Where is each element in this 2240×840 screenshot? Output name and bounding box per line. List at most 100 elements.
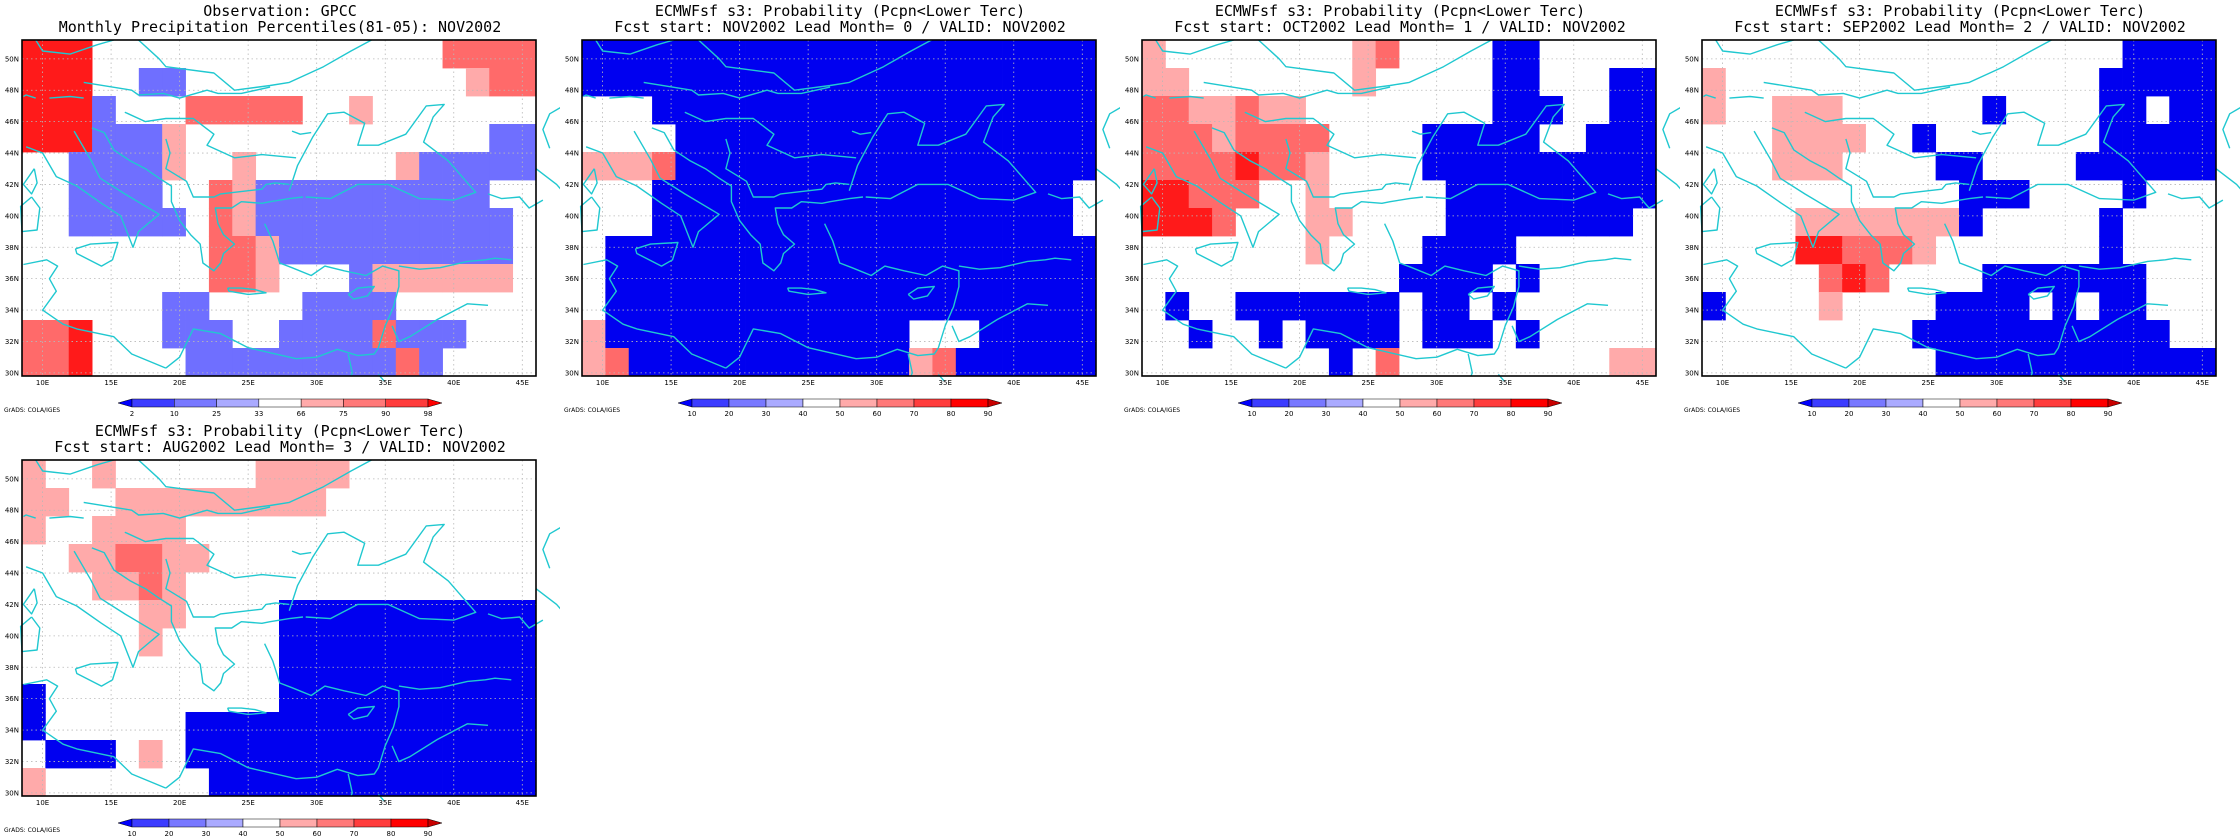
grid-cell (489, 264, 514, 293)
map-frame (1141, 39, 1657, 377)
grid-cell (1305, 236, 1330, 265)
grid-cell (1375, 320, 1400, 349)
grid-cell (885, 96, 910, 125)
lat-tick-label: 40N (565, 212, 579, 220)
grid-cell (2192, 40, 2217, 69)
grid-cell (2169, 96, 2194, 125)
colorbar-label: 10 (1248, 410, 1257, 418)
coastline (288, 103, 477, 201)
grid-cell (979, 180, 1003, 209)
grid-cell (1282, 292, 1306, 321)
grid-cell (1772, 96, 1796, 125)
coastline (848, 103, 1037, 201)
coastline (226, 287, 267, 296)
grid-cell (675, 68, 700, 97)
grid-cell (2099, 208, 2123, 237)
grid-cell (232, 180, 257, 209)
grid-cell (932, 348, 957, 377)
grid-cell (815, 292, 840, 321)
grid-cell (349, 740, 373, 769)
colorbar-label: 90 (2104, 410, 2113, 418)
colorbar-swatch (168, 818, 207, 828)
grid-cell (1632, 348, 1657, 377)
grid-cell (722, 40, 746, 69)
coastline (2027, 285, 2055, 300)
grid-cell (955, 264, 980, 293)
grid-cell (45, 68, 70, 97)
colorbar-swatch (876, 398, 915, 408)
grid-cell (932, 236, 957, 265)
coastline (1729, 95, 1764, 99)
grid-cell (745, 320, 770, 349)
coastlines (1139, 39, 1680, 382)
grid-cell (1072, 96, 1097, 125)
grid-cell (909, 180, 933, 209)
coastline (347, 773, 353, 797)
grid-cell (1002, 152, 1027, 181)
lat-tick-label: 50N (5, 475, 19, 483)
grid-cell (1865, 236, 1890, 265)
grid-cell (1609, 180, 1634, 209)
colorbar-label: 30 (1882, 410, 1891, 418)
grid-cell (419, 740, 443, 769)
coastline (1194, 241, 1239, 267)
grid-cell (2052, 320, 2077, 349)
coastline (535, 588, 560, 610)
grid-cell (325, 768, 350, 797)
colorbar-swatch (802, 398, 841, 408)
grid-cell (979, 68, 1003, 97)
grid-cell (955, 152, 980, 181)
grid-cell (1188, 320, 1213, 349)
grid-cell (512, 40, 537, 69)
lat-tick-label: 40N (5, 212, 19, 220)
grid-cell (839, 152, 863, 181)
grid-cell (325, 292, 350, 321)
grid-cell (115, 180, 140, 209)
grid-cell (68, 96, 93, 125)
grid-cell (1188, 152, 1213, 181)
grid-cell (955, 292, 980, 321)
coastline (1511, 303, 1609, 343)
grid-cell (675, 124, 700, 153)
lon-tick-label: 10E (1716, 379, 1729, 387)
lon-tick-label: 40E (447, 379, 460, 387)
lat-tick-label: 32N (5, 758, 19, 766)
grid-cell (1818, 152, 1843, 181)
grid-cell (185, 348, 210, 377)
grid-cell (419, 180, 443, 209)
coastline (583, 94, 596, 99)
coastline (1699, 196, 1721, 233)
grid-cell (722, 264, 746, 293)
grid-cell (605, 320, 630, 349)
lat-tick-label: 32N (565, 338, 579, 346)
grid-cell (1959, 180, 1983, 209)
grid-cell (442, 180, 467, 209)
grid-cell (232, 236, 257, 265)
grid-cell (419, 348, 443, 377)
grid-cell (1539, 152, 1563, 181)
grid-cell (302, 600, 327, 629)
grid-cell (745, 124, 770, 153)
grid-cell (932, 152, 957, 181)
grid-cell (979, 236, 1003, 265)
coastline (138, 39, 372, 91)
grid-cell (489, 684, 514, 713)
grads-credit: GrADS: COLA/IGES (1684, 407, 1740, 414)
grid-cell (2145, 68, 2170, 97)
grid-cell (839, 180, 863, 209)
grid-cell (465, 40, 490, 69)
coastline (1285, 138, 1410, 198)
grid-cell (1539, 180, 1563, 209)
grid-cell (932, 96, 957, 125)
grid-cell (395, 628, 420, 657)
grid-cell (652, 348, 676, 377)
grid-cell (208, 348, 233, 377)
grid-cell (1142, 68, 1166, 97)
grid-cell (745, 292, 770, 321)
grid-cell (955, 348, 980, 377)
colorbar-label: 70 (910, 410, 919, 418)
coastline (1142, 168, 1158, 195)
grid-cell (1305, 320, 1330, 349)
lon-tick-label: 20E (1293, 379, 1306, 387)
coastline (2167, 193, 2224, 209)
